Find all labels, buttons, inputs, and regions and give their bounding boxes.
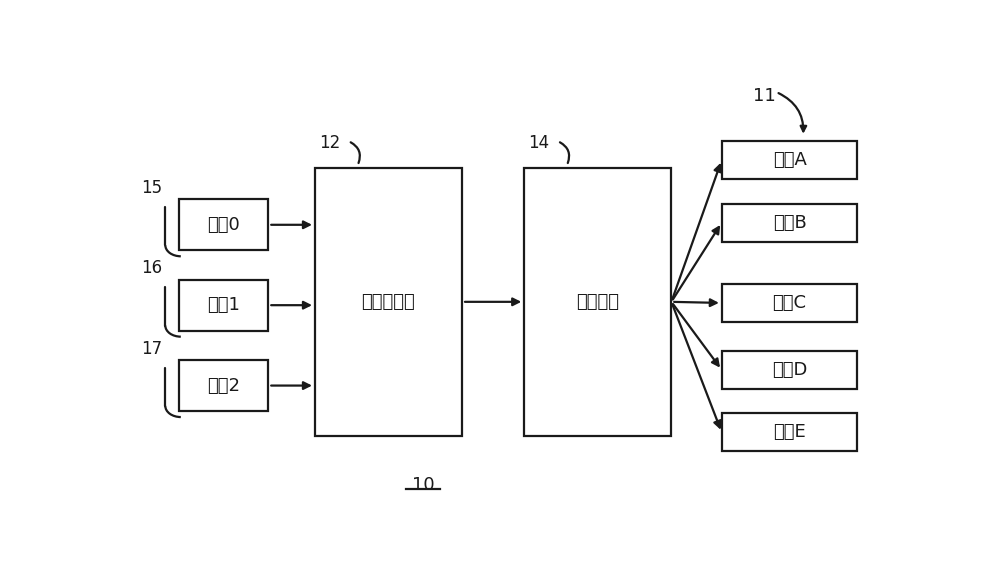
Text: 对策E: 对策E bbox=[773, 423, 806, 441]
Text: 14: 14 bbox=[528, 135, 549, 153]
Bar bbox=[179, 360, 268, 411]
Text: 15: 15 bbox=[142, 179, 163, 197]
Bar bbox=[722, 141, 857, 179]
Text: 16: 16 bbox=[142, 259, 163, 277]
Text: 来源1: 来源1 bbox=[207, 296, 240, 314]
Text: 对策C: 对策C bbox=[773, 294, 807, 312]
Bar bbox=[722, 414, 857, 451]
Bar bbox=[722, 351, 857, 389]
Text: 来源2: 来源2 bbox=[207, 376, 240, 394]
Text: 对策B: 对策B bbox=[773, 213, 806, 231]
Text: 对策D: 对策D bbox=[772, 361, 807, 379]
Text: 12: 12 bbox=[319, 135, 340, 153]
Text: 11: 11 bbox=[753, 88, 776, 106]
Text: 10: 10 bbox=[412, 476, 435, 494]
Text: 随机化电路: 随机化电路 bbox=[362, 293, 415, 311]
Bar bbox=[722, 204, 857, 241]
Bar bbox=[722, 284, 857, 322]
Bar bbox=[315, 168, 462, 436]
Text: 17: 17 bbox=[142, 340, 163, 358]
Text: 来源0: 来源0 bbox=[207, 216, 240, 234]
Bar bbox=[179, 280, 268, 331]
Text: 对策A: 对策A bbox=[773, 151, 806, 169]
Bar bbox=[179, 199, 268, 251]
Bar bbox=[524, 168, 671, 436]
Text: 启用电路: 启用电路 bbox=[576, 293, 619, 311]
